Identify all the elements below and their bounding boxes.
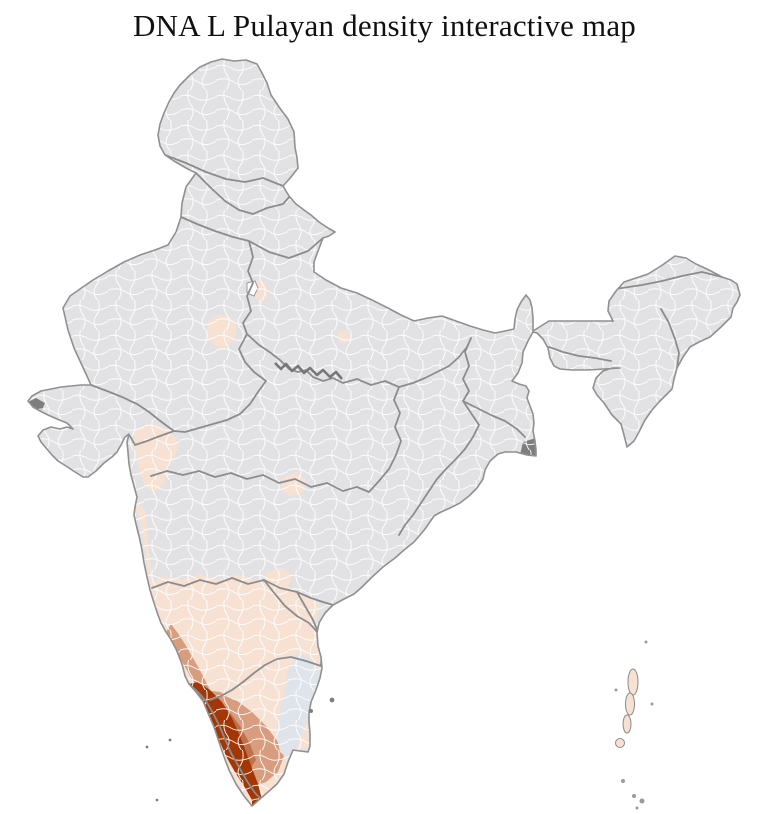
region-coastal-enclaves[interactable] — [309, 697, 335, 713]
region-andaman-nicobar[interactable] — [615, 668, 639, 748]
region-lakshadweep[interactable] — [145, 738, 172, 802]
outlying-islets — [614, 640, 654, 810]
chambal-jagged-border — [274, 362, 343, 380]
page-title: DNA L Pulayan density interactive map — [133, 8, 636, 43]
